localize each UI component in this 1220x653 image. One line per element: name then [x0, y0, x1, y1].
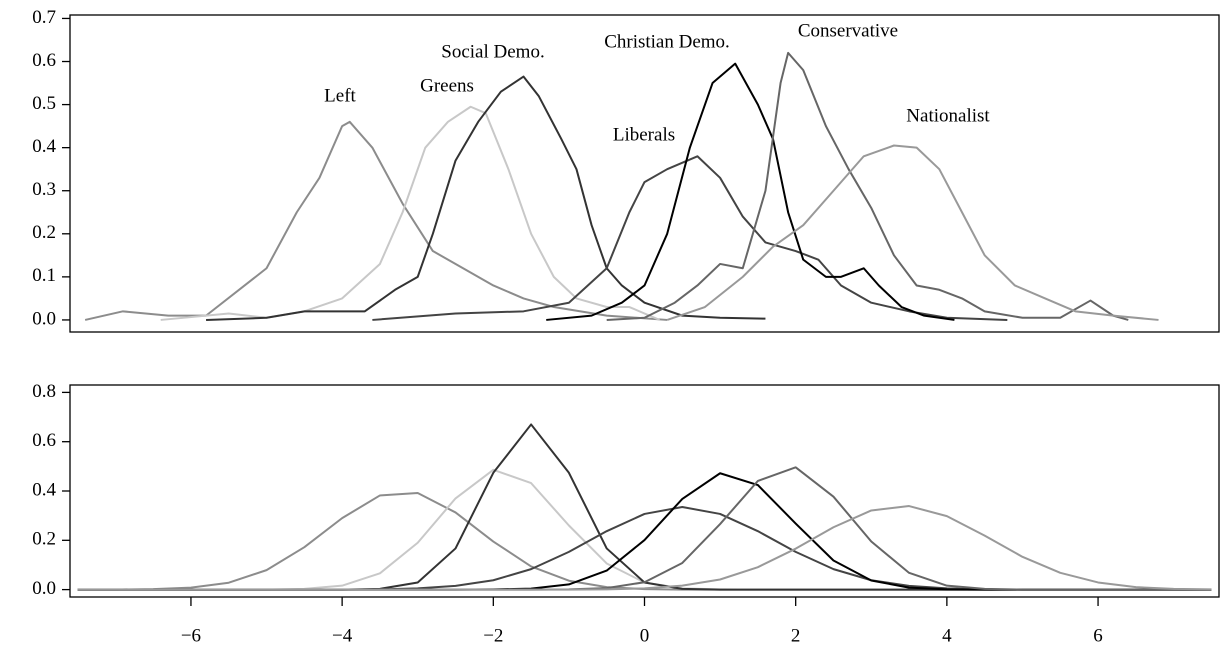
density-line [546, 62, 955, 321]
y-tick-label: 0.4 [32, 479, 56, 500]
y-tick-label: 0.7 [32, 7, 56, 28]
density-line [77, 505, 1212, 591]
density-line [206, 75, 766, 321]
y-tick-label: 0.6 [32, 430, 56, 451]
y-tick-label: 0.5 [32, 93, 56, 114]
density-line [606, 51, 1129, 321]
density-line [77, 472, 1212, 591]
density-line [84, 120, 668, 321]
x-tick-label: 6 [1093, 625, 1103, 646]
y-tick-label: 0.2 [32, 222, 56, 243]
density-line [666, 144, 1159, 321]
x-tick-label: 2 [791, 625, 801, 646]
y-tick-label: 0.4 [32, 136, 56, 157]
y-tick-label: 0.8 [32, 381, 56, 402]
x-tick-label: −2 [483, 625, 503, 646]
y-tick-label: 0.2 [32, 529, 56, 550]
density-line [77, 468, 1212, 591]
plot-area [77, 423, 1212, 591]
x-tick-label: −4 [332, 625, 353, 646]
density-line [372, 155, 1008, 321]
x-tick-label: −6 [181, 625, 201, 646]
x-tick-label: 0 [640, 625, 650, 646]
plot-frame [69, 14, 1220, 333]
series-label: Liberals [613, 124, 675, 145]
series-label: Nationalist [906, 105, 990, 126]
plot-frame [69, 384, 1220, 598]
series-label: Conservative [798, 20, 898, 41]
x-tick-label: 4 [942, 625, 952, 646]
series-label: Social Demo. [441, 41, 544, 62]
series-label: Christian Demo. [604, 31, 730, 52]
y-tick-label: 0.0 [32, 578, 56, 599]
y-tick-label: 0.0 [32, 308, 56, 329]
plot-area [84, 51, 1159, 321]
series-label: Left [324, 85, 356, 106]
y-tick-label: 0.1 [32, 265, 56, 286]
y-tick-label: 0.6 [32, 50, 56, 71]
y-tick-label: 0.3 [32, 179, 56, 200]
density-line [77, 466, 1212, 591]
series-label: Greens [420, 75, 474, 96]
